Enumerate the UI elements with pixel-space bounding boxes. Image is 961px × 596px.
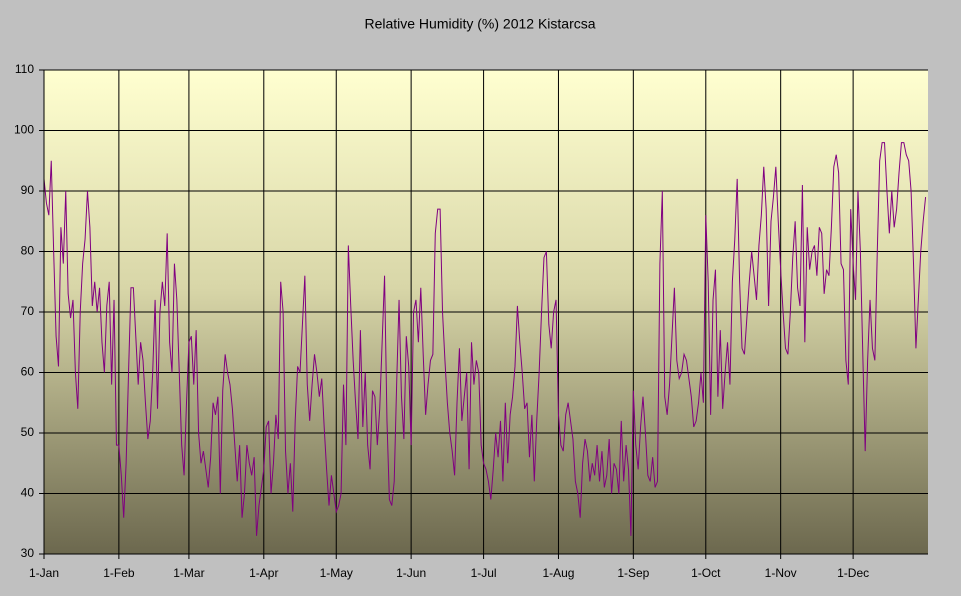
- x-tick-label: 1-Feb: [103, 566, 135, 580]
- x-tick-label: 1-Nov: [765, 566, 797, 580]
- x-tick-label: 1-Sep: [617, 566, 649, 580]
- y-tick-label: 80: [21, 244, 35, 258]
- y-tick-label: 100: [14, 123, 34, 137]
- x-tick-label: 1-Apr: [249, 566, 278, 580]
- y-tick-label: 30: [21, 546, 35, 560]
- x-tick-label: 1-Dec: [837, 566, 869, 580]
- y-tick-label: 50: [21, 425, 35, 439]
- y-tick-label: 60: [21, 365, 35, 379]
- y-tick-label: 90: [21, 183, 35, 197]
- x-tick-label: 1-Oct: [691, 566, 721, 580]
- y-tick-label: 40: [21, 486, 35, 500]
- chart-title: Relative Humidity (%) 2012 Kistarcsa: [364, 16, 595, 32]
- x-tick-label: 1-Jun: [396, 566, 426, 580]
- data-line: [43, 142, 927, 536]
- y-tick-label: 70: [21, 304, 35, 318]
- marks: [43, 142, 927, 536]
- y-tick-label: 110: [15, 62, 34, 76]
- x-tick-label: 1-Aug: [542, 566, 574, 580]
- x-tick-label: 1-Jan: [29, 566, 59, 580]
- x-tick-label: 1-Jul: [471, 566, 497, 580]
- x-tick-label: 1-Mar: [173, 566, 204, 580]
- x-tick-label: 1-May: [320, 566, 353, 580]
